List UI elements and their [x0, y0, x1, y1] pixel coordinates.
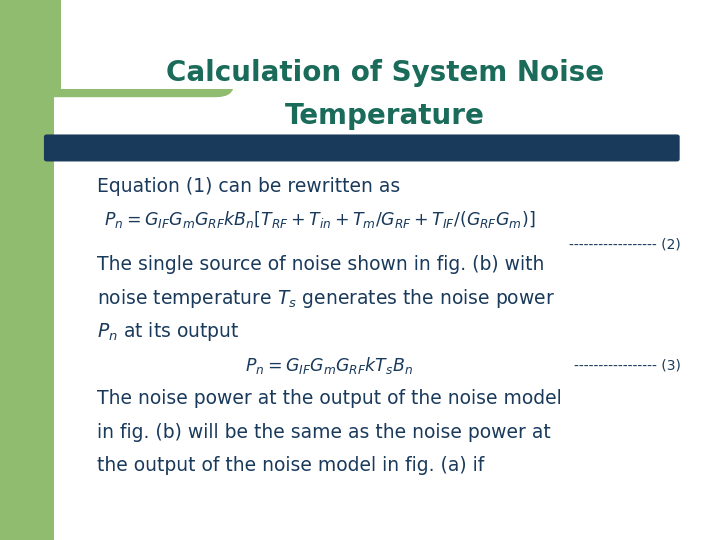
- Text: the output of the noise model in fig. (a) if: the output of the noise model in fig. (a…: [97, 456, 485, 475]
- Text: The noise power at the output of the noise model: The noise power at the output of the noi…: [97, 389, 562, 408]
- Text: Temperature: Temperature: [285, 102, 485, 130]
- Text: in fig. (b) will be the same as the noise power at: in fig. (b) will be the same as the nois…: [97, 423, 551, 442]
- Text: $P_n = G_{IF}G_mG_{RF}kT_sB_n$: $P_n = G_{IF}G_mG_{RF}kT_sB_n$: [245, 355, 413, 376]
- Text: $P_n = G_{IF}G_mG_{RF}kB_n[T_{RF} + T_{in} + T_m/G_{RF} + T_{IF}/(G_{RF}G_m)]$: $P_n = G_{IF}G_mG_{RF}kB_n[T_{RF} + T_{i…: [104, 210, 536, 230]
- FancyBboxPatch shape: [0, 0, 54, 540]
- Text: $P_n$ at its output: $P_n$ at its output: [97, 320, 240, 343]
- FancyBboxPatch shape: [44, 134, 680, 161]
- Text: ----------------- (3): ----------------- (3): [574, 359, 680, 373]
- Text: Equation (1) can be rewritten as: Equation (1) can be rewritten as: [97, 177, 400, 196]
- Text: noise temperature $T_s$ generates the noise power: noise temperature $T_s$ generates the no…: [97, 287, 555, 310]
- FancyBboxPatch shape: [0, 0, 234, 97]
- Text: Calculation of System Noise: Calculation of System Noise: [166, 59, 604, 87]
- FancyBboxPatch shape: [61, 0, 713, 89]
- Text: ------------------ (2): ------------------ (2): [569, 238, 680, 252]
- Text: The single source of noise shown in fig. (b) with: The single source of noise shown in fig.…: [97, 255, 544, 274]
